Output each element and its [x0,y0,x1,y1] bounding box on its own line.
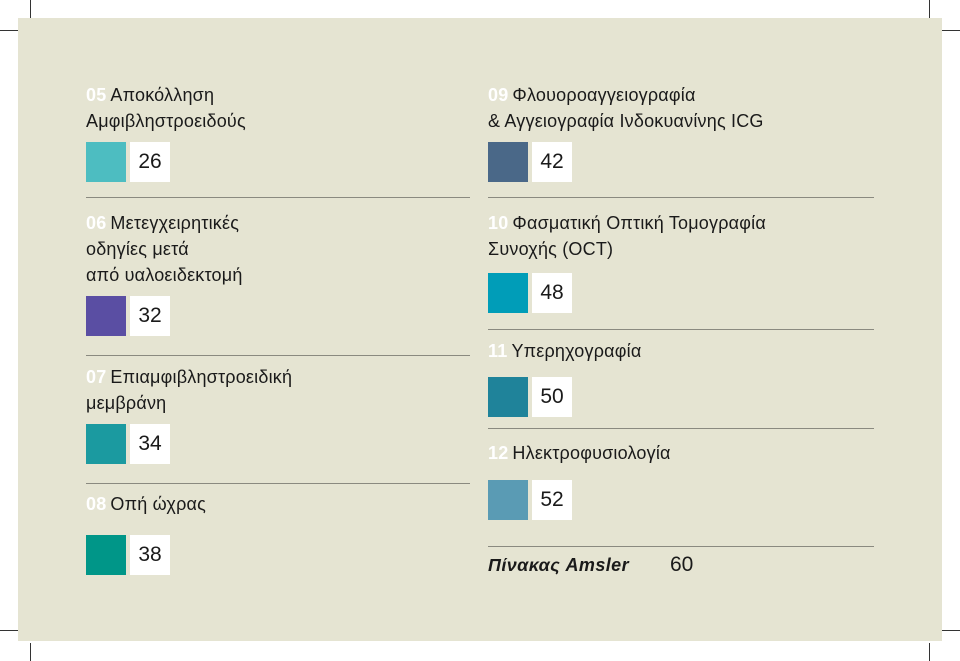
divider [488,428,874,429]
page-number: 52 [532,480,572,520]
color-swatch [86,142,126,182]
divider [86,483,470,484]
divider [86,355,470,356]
entry-number: 11 [488,341,508,361]
amsler-title[interactable]: Πίνακας Amsler [488,555,629,575]
entry-title-line: Επιαμφιβληστροειδική [110,367,293,387]
color-swatch [86,296,126,336]
page-number: 48 [532,273,572,313]
entry-title: 09 Φλουοροαγγειογραφία & Αγγειογραφία Ινδ… [488,82,874,134]
entry-number: 07 [86,367,107,387]
entry-number: 06 [86,213,107,233]
divider [488,197,874,198]
entry-title-line: Φλουοροαγγειογραφία [512,85,696,105]
divider [488,546,874,547]
entry-title-line: Μετεγχειρητικές [110,213,240,233]
toc-entry-10[interactable]: 10 Φασματική Οπτική Τομογραφία Συνοχής (O… [488,210,874,262]
page-number: 42 [532,142,572,182]
entry-title: 10 Φασματική Οπτική Τομογραφία Συνοχής (O… [488,210,874,262]
entry-title-line: Αμφιβληστροειδούς [86,111,246,131]
color-swatch [86,535,126,575]
toc-entry-05[interactable]: 05 Αποκόλληση Αμφιβληστροειδούς [86,82,470,134]
entry-number: 12 [488,443,509,463]
entry-title: 06 Μετεγχειρητικές οδηγίες μετά από υαλοε… [86,210,470,288]
entry-title-line: Συνοχής (OCT) [488,239,614,259]
crop-mark [942,30,960,31]
color-swatch [488,480,528,520]
entry-title: 12 Ηλεκτροφυσιολογία [488,440,874,466]
entry-number: 08 [86,494,107,514]
entry-title: 07 Επιαμφιβληστροειδική μεμβράνη [86,364,470,416]
divider [86,197,470,198]
entry-title: 05 Αποκόλληση Αμφιβληστροειδούς [86,82,470,134]
color-swatch [488,142,528,182]
entry-title: 11 Υπερηχογραφία [488,338,874,364]
crop-mark [929,0,930,18]
toc-entry-08[interactable]: 08 Οπή ώχρας [86,491,470,517]
color-swatch [488,377,528,417]
entry-title-line: Φασματική Οπτική Τομογραφία [512,213,766,233]
page-number: 34 [130,424,170,464]
toc-entry-12[interactable]: 12 Ηλεκτροφυσιολογία [488,440,874,466]
entry-title-line: Υπερηχογραφία [511,341,642,361]
entry-title: 08 Οπή ώχρας [86,491,470,517]
entry-title-line: Ηλεκτροφυσιολογία [512,443,671,463]
crop-mark [0,30,18,31]
entry-title-line: από υαλοειδεκτομή [86,265,243,285]
color-swatch [488,273,528,313]
page-number: 50 [532,377,572,417]
entry-title-line: & Αγγειογραφία Ινδοκυανίνης ICG [488,111,764,131]
toc-entry-07[interactable]: 07 Επιαμφιβληστροειδική μεμβράνη [86,364,470,416]
entry-title-line: Οπή ώχρας [110,494,206,514]
toc-entry-11[interactable]: 11 Υπερηχογραφία [488,338,874,364]
crop-mark [30,643,31,661]
page-number: 38 [130,535,170,575]
entry-number: 05 [86,85,107,105]
amsler-page-number: 60 [670,553,694,576]
crop-mark [942,630,960,631]
contents-page: 05 Αποκόλληση Αμφιβληστροειδούς 26 06 Μετε… [18,18,942,641]
crop-mark [30,0,31,18]
crop-mark [0,630,18,631]
page-number: 26 [130,142,170,182]
toc-entry-06[interactable]: 06 Μετεγχειρητικές οδηγίες μετά από υαλοε… [86,210,470,288]
entry-title-line: Αποκόλληση [110,85,215,105]
entry-number: 09 [488,85,509,105]
entry-title-line: μεμβράνη [86,393,167,413]
toc-entry-09[interactable]: 09 Φλουοροαγγειογραφία & Αγγειογραφία Ινδ… [488,82,874,134]
color-swatch [86,424,126,464]
divider [488,329,874,330]
page-number: 32 [130,296,170,336]
entry-number: 10 [488,213,509,233]
crop-mark [929,643,930,661]
entry-title-line: οδηγίες μετά [86,239,189,259]
